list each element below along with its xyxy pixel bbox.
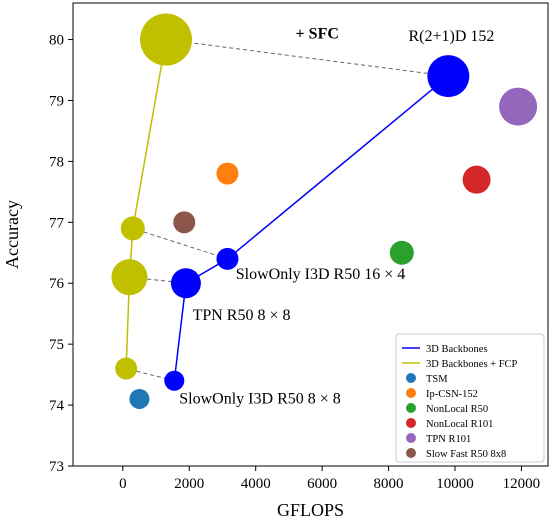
arrow [133,228,228,260]
legend-marker [406,418,416,428]
series-line [125,39,167,369]
data-point [129,388,150,409]
x-tick-label: 10000 [436,476,474,492]
data-point [216,162,239,185]
y-axis-label: Accuracy [2,200,22,269]
annotation: R(2+1)D 152 [408,28,494,45]
annotation: SlowOnly I3D R50 16 × 4 [236,266,405,283]
legend-box [395,333,545,463]
x-tick-label: 8000 [374,476,404,492]
data-point [170,268,201,299]
legend-text: TPN R101 [426,434,471,445]
legend-marker [406,448,416,458]
legend-text: TSM [426,374,448,385]
y-tick-label: 77 [49,215,65,231]
annotation: TPN R50 8 × 8 [193,307,291,324]
legend-text: NonLocal R101 [426,419,493,430]
legend-marker [406,433,416,443]
data-point [115,357,138,380]
legend-marker [406,403,416,413]
legend-text: 3D Backbones [426,344,488,355]
data-point [173,211,196,234]
series-line [173,75,449,381]
x-tick-label: 0 [119,476,127,492]
y-tick-label: 75 [49,337,64,353]
data-point [120,216,145,241]
data-point [216,247,239,270]
legend-text: 3D Backbones + FCP [426,359,518,370]
arrow [166,40,449,77]
x-tick-label: 2000 [174,476,204,492]
data-point [389,240,414,265]
y-tick-label: 73 [49,459,64,475]
data-point [111,259,148,296]
annotation: SlowOnly I3D R50 8 × 8 [179,390,340,407]
legend-marker [406,388,416,398]
x-tick-label: 6000 [307,476,337,492]
legend-marker [406,373,416,383]
data-point [164,370,185,391]
y-tick-label: 78 [49,154,64,170]
y-tick-label: 76 [49,276,65,292]
x-tick-label: 4000 [241,476,271,492]
data-point [462,165,491,194]
legend-text: NonLocal R50 [426,404,488,415]
data-point [140,13,193,66]
legend-text: Ip-CSN-152 [426,389,478,400]
data-point [499,87,538,126]
y-tick-label: 74 [49,398,65,414]
y-tick-label: 79 [49,93,64,109]
x-axis-label: GFLOPS [277,500,344,520]
legend-text: Slow Fast R50 8x8 [426,449,506,460]
y-tick-label: 80 [49,33,64,49]
data-point [427,55,470,98]
x-tick-label: 12000 [503,476,541,492]
annotation: + SFC [296,25,339,42]
plot-frame [72,2,549,467]
